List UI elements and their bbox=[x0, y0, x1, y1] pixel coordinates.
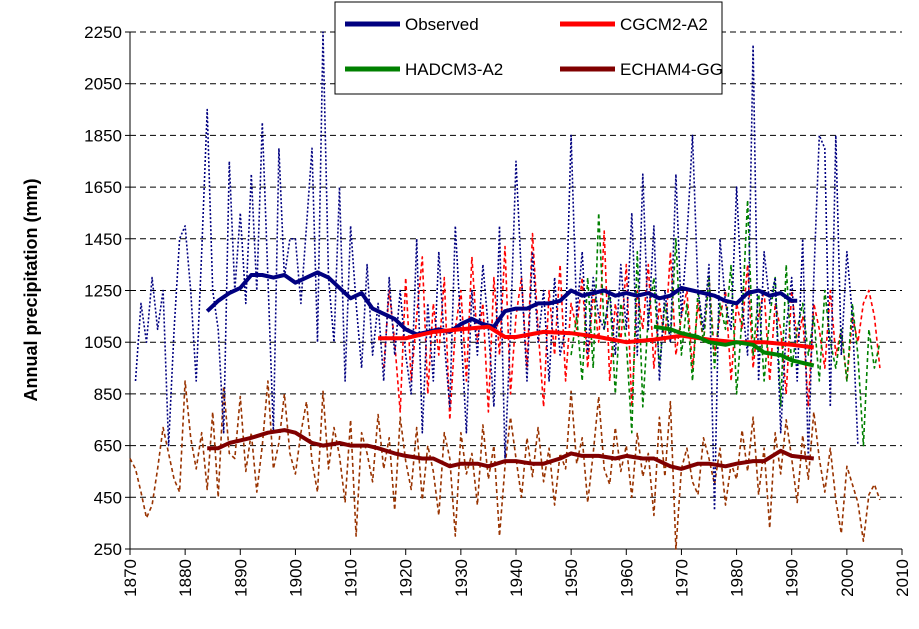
x-tick-label: 1980 bbox=[728, 559, 747, 597]
x-tick-label: 1990 bbox=[783, 559, 802, 597]
x-tick-label: 2010 bbox=[893, 559, 912, 597]
x-tick-label: 1920 bbox=[397, 559, 416, 597]
x-tick-label: 1890 bbox=[231, 559, 250, 597]
y-axis-label: Annual precipitation (mm) bbox=[21, 178, 41, 401]
trend-line bbox=[653, 324, 815, 368]
trend-line bbox=[207, 428, 815, 471]
trend-line bbox=[205, 270, 798, 337]
y-tick-label: 1050 bbox=[84, 333, 122, 352]
legend-label: Observed bbox=[405, 15, 479, 34]
x-tick-label: 1960 bbox=[617, 559, 636, 597]
x-tick-label: 1930 bbox=[452, 559, 471, 597]
x-tick-label: 1870 bbox=[121, 559, 140, 597]
y-tick-label: 650 bbox=[94, 437, 122, 456]
y-tick-label: 1450 bbox=[84, 230, 122, 249]
y-tick-label: 2050 bbox=[84, 75, 122, 94]
y-tick-label: 1650 bbox=[84, 178, 122, 197]
legend-box bbox=[334, 1, 723, 95]
y-tick-label: 250 bbox=[94, 540, 122, 559]
y-tick-label: 2250 bbox=[84, 23, 122, 42]
y-tick-label: 1850 bbox=[84, 126, 122, 145]
x-tick-label: 1940 bbox=[507, 559, 526, 597]
legend-label: CGCM2-A2 bbox=[620, 15, 708, 34]
x-tick-label: 2000 bbox=[838, 559, 857, 597]
y-tick-label: 450 bbox=[94, 488, 122, 507]
legend-label: HADCM3-A2 bbox=[405, 60, 503, 79]
x-tick-label: 1900 bbox=[286, 559, 305, 597]
x-tick-label: 1950 bbox=[562, 559, 581, 597]
annual-line bbox=[134, 31, 859, 511]
annual-line bbox=[382, 230, 881, 421]
x-tick-label: 1970 bbox=[672, 559, 691, 597]
y-tick-label: 850 bbox=[94, 385, 122, 404]
x-tick-label: 1910 bbox=[342, 559, 361, 597]
legend-label: ECHAM4-GG bbox=[620, 60, 723, 79]
y-tick-label: 1250 bbox=[84, 282, 122, 301]
annual-line bbox=[129, 380, 881, 550]
x-tick-label: 1880 bbox=[176, 559, 195, 597]
